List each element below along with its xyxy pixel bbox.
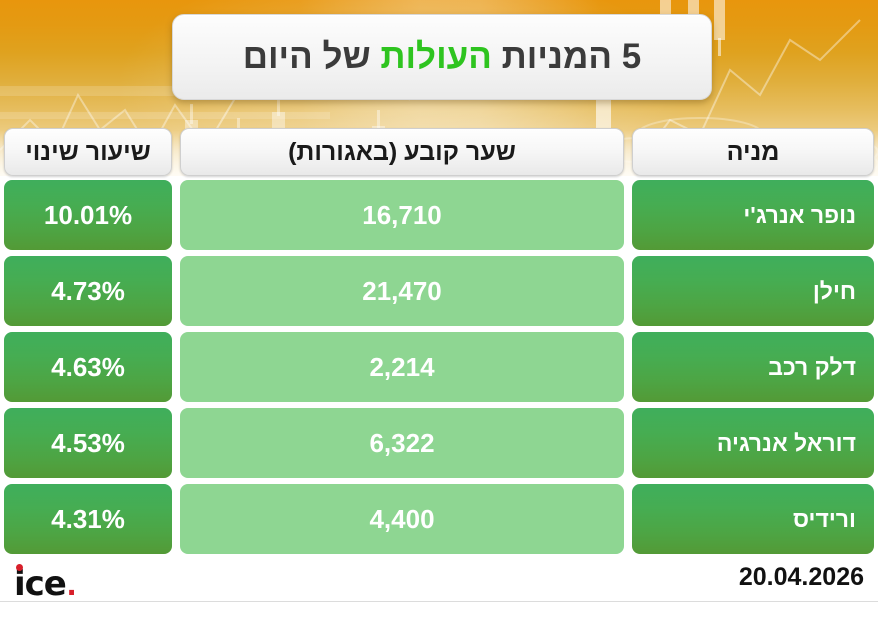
footer: ice . 20.04.2026 (0, 555, 878, 619)
page-title-plaque: 5 המניות העולות של היום (172, 14, 712, 100)
table-row[interactable]: 4.53% 6,322 דוראל אנרגיה (0, 408, 878, 478)
cell-price: 2,214 (180, 332, 624, 402)
stocks-table: 10.01% 16,710 נופר אנרג'י 4.73% 21,470 ח… (0, 180, 878, 560)
page-title: 5 המניות העולות של היום (243, 37, 642, 77)
column-header-change[interactable]: שיעור שינוי (4, 128, 172, 176)
cell-change: 4.31% (4, 484, 172, 554)
column-header-change-label: שיעור שינוי (25, 137, 151, 166)
stock-name: חילן (812, 277, 856, 304)
table-row[interactable]: 4.73% 21,470 חילן (0, 256, 878, 326)
price-value: 16,710 (362, 199, 442, 230)
stock-name: ורידיס (792, 505, 856, 532)
column-header-price-label: שער קובע (באגורות) (288, 137, 516, 166)
logo-wordmark: ice (14, 564, 67, 604)
change-value: 4.63% (51, 351, 125, 382)
column-header-name-label: מניה (726, 137, 780, 166)
cell-price: 4,400 (180, 484, 624, 554)
cell-price: 16,710 (180, 180, 624, 250)
cell-change: 10.01% (4, 180, 172, 250)
table-row[interactable]: 4.31% 4,400 ורידיס (0, 484, 878, 554)
stock-name: דלק רכב (768, 353, 856, 380)
change-value: 4.73% (51, 275, 125, 306)
table-header-row: שיעור שינוי שער קובע (באגורות) מניה (0, 128, 878, 176)
stock-name: דוראל אנרגיה (716, 429, 856, 456)
logo-text: ice (14, 564, 67, 604)
cell-name: דלק רכב (632, 332, 874, 402)
column-header-name[interactable]: מניה (632, 128, 874, 176)
table-row[interactable]: 10.01% 16,710 נופר אנרג'י (0, 180, 878, 250)
price-value: 6,322 (369, 427, 435, 458)
cell-change: 4.73% (4, 256, 172, 326)
page-title-prefix: 5 המניות (491, 37, 642, 76)
stock-name: נופר אנרג'י (743, 201, 856, 228)
page-title-highlight: העולות (380, 37, 492, 76)
price-value: 21,470 (362, 275, 442, 306)
cell-name: נופר אנרג'י (632, 180, 874, 250)
price-value: 2,214 (369, 351, 435, 382)
cell-name: ורידיס (632, 484, 874, 554)
cell-price: 21,470 (180, 256, 624, 326)
table-row[interactable]: 4.63% 2,214 דלק רכב (0, 332, 878, 402)
change-value: 10.01% (43, 199, 133, 230)
page-title-suffix: של היום (242, 37, 381, 76)
price-value: 4,400 (369, 503, 435, 534)
footer-divider (0, 601, 878, 602)
cell-change: 4.63% (4, 332, 172, 402)
cell-name: דוראל אנרגיה (632, 408, 874, 478)
cell-change: 4.53% (4, 408, 172, 478)
cell-name: חילן (632, 256, 874, 326)
column-header-price[interactable]: שער קובע (באגורות) (180, 128, 624, 176)
ice-logo[interactable]: ice . (14, 561, 76, 601)
change-value: 4.53% (51, 427, 125, 458)
change-value: 4.31% (51, 503, 125, 534)
cell-price: 6,322 (180, 408, 624, 478)
logo-dot-icon (16, 564, 23, 571)
footer-date: 20.04.2026 (738, 563, 864, 591)
logo-period: . (66, 565, 77, 603)
